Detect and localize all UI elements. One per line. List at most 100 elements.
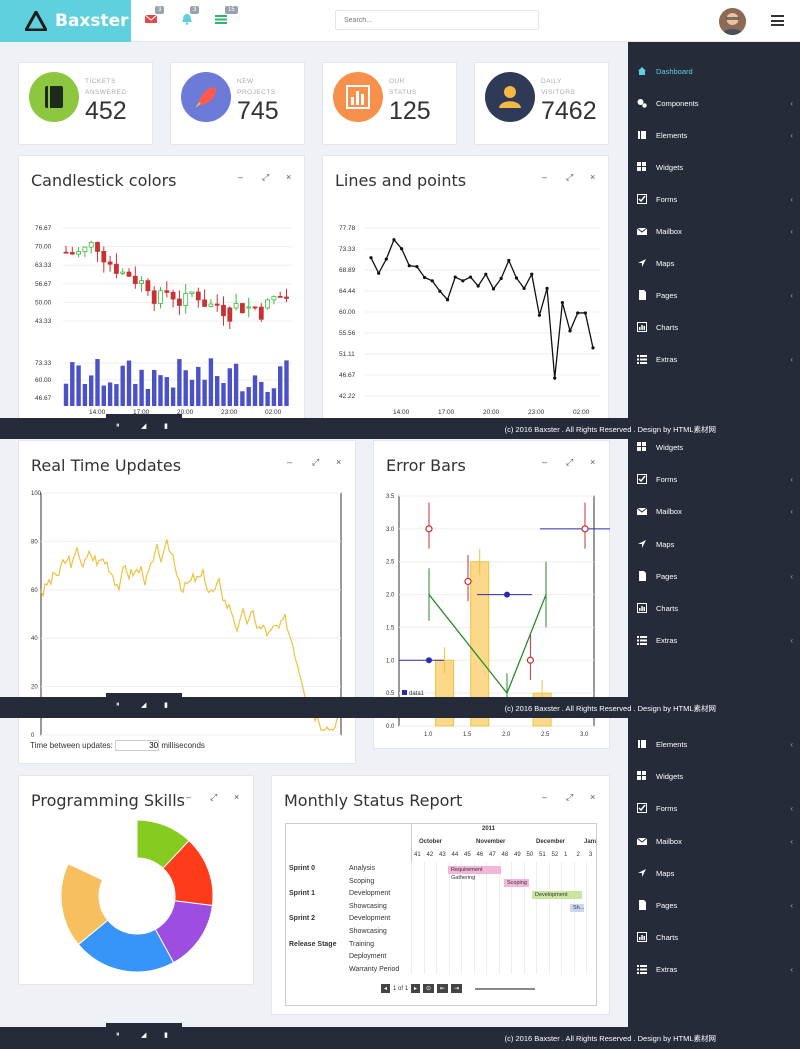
- sidebar-item-pages[interactable]: Pages ‹: [628, 889, 800, 921]
- volume-bar: [284, 360, 289, 406]
- sidebar-item-mailbox[interactable]: Mailbox ‹: [628, 495, 800, 527]
- sidebar-item-pages[interactable]: Pages ‹: [628, 279, 800, 311]
- expand-icon[interactable]: ⤢: [566, 792, 574, 802]
- x-tick-label: 2.5: [541, 732, 550, 738]
- expand-icon[interactable]: ⤢: [566, 172, 574, 182]
- file-icon[interactable]: ▮: [164, 1032, 168, 1039]
- candle-body: [132, 275, 138, 284]
- volume-bar: [158, 375, 163, 406]
- expand-icon[interactable]: ⤢: [312, 457, 320, 467]
- sidebar-item-charts[interactable]: Charts: [628, 921, 800, 953]
- sidebar-item-extras[interactable]: Extras ‹: [628, 953, 800, 985]
- sidebar-item-charts[interactable]: Charts: [628, 592, 800, 624]
- sidebar-item-forms[interactable]: Forms ‹: [628, 183, 800, 215]
- pager-button[interactable]: ⇤: [437, 984, 449, 993]
- signal-icon[interactable]: ◢: [141, 1032, 147, 1039]
- sidebar-item-maps[interactable]: Maps: [628, 528, 800, 560]
- panel-title: Lines and points: [335, 171, 467, 190]
- sidebar-item-extras[interactable]: Extras ‹: [628, 624, 800, 656]
- volume-bar: [246, 387, 251, 406]
- mail-icon[interactable]: [144, 13, 158, 25]
- blue-point: [504, 591, 510, 598]
- chevron-left-icon: ‹: [790, 194, 793, 204]
- close-icon[interactable]: ×: [286, 172, 292, 182]
- volume-bar: [101, 385, 106, 406]
- chevron-left-icon: ‹: [790, 290, 793, 300]
- signal-icon[interactable]: ◢: [141, 702, 147, 709]
- sidebar-item-widgets[interactable]: Widgets: [628, 431, 800, 463]
- minimize-icon[interactable]: –: [186, 792, 192, 802]
- sidebar-item-pages[interactable]: Pages ‹: [628, 560, 800, 592]
- pager-button[interactable]: ⊙: [423, 984, 435, 993]
- tasks-icon[interactable]: [214, 13, 228, 25]
- close-icon[interactable]: ×: [336, 457, 342, 467]
- skills-donut-chart: [60, 819, 214, 973]
- bell-icon[interactable]: [180, 13, 194, 25]
- avatar[interactable]: [719, 8, 746, 35]
- minimize-icon[interactable]: –: [287, 457, 293, 467]
- sidebar: Dashboard Components ‹ Elements ‹ Widgets …: [628, 42, 800, 418]
- sidebar-item-forms[interactable]: Forms ‹: [628, 792, 800, 824]
- close-icon[interactable]: ×: [590, 792, 596, 802]
- expand-icon[interactable]: ⤢: [262, 172, 270, 182]
- gantt-bar[interactable]: Scoping: [504, 878, 529, 887]
- zoom-slider[interactable]: [475, 987, 536, 990]
- minimize-icon[interactable]: –: [542, 792, 548, 802]
- signal-icon[interactable]: ◢: [141, 423, 147, 430]
- y-tick-label: 0.0: [386, 724, 395, 730]
- logo[interactable]: Baxster: [0, 0, 131, 42]
- volume-bar: [70, 362, 75, 406]
- pause-icon[interactable]: ⏸: [116, 1031, 120, 1038]
- menu-icon[interactable]: [771, 15, 784, 26]
- sidebar-item-charts[interactable]: Charts: [628, 311, 800, 343]
- chevron-left-icon: ‹: [790, 836, 793, 846]
- prev-page-button[interactable]: ◂: [381, 984, 391, 993]
- red-point: [581, 525, 589, 533]
- sidebar-item-dashboard[interactable]: Dashboard: [628, 55, 800, 87]
- sidebar-item-elements[interactable]: Elements ‹: [628, 119, 800, 151]
- close-icon[interactable]: ×: [234, 792, 240, 802]
- gantt-bar[interactable]: Requirement Gathering: [448, 866, 501, 881]
- file-icon[interactable]: ▮: [164, 423, 168, 430]
- minimize-icon[interactable]: –: [542, 457, 548, 467]
- gantt-bar[interactable]: Sh...: [570, 903, 584, 912]
- sidebar-item-maps[interactable]: Maps: [628, 857, 800, 889]
- pager-button[interactable]: ▸: [411, 984, 421, 993]
- pause-icon[interactable]: ⏸: [116, 422, 120, 429]
- sidebar-item-forms[interactable]: Forms ‹: [628, 463, 800, 495]
- sidebar-item-elements[interactable]: Elements ‹: [628, 728, 800, 760]
- data-point: [430, 279, 434, 283]
- realtime-chart: 100 80 60 40 20 0: [31, 491, 342, 739]
- search-input[interactable]: [335, 10, 539, 30]
- sidebar-item-mailbox[interactable]: Mailbox ‹: [628, 215, 800, 247]
- data-point: [415, 265, 419, 269]
- close-icon[interactable]: ×: [590, 172, 596, 182]
- sidebar-label: Extras: [656, 354, 678, 364]
- sidebar-item-extras[interactable]: Extras ‹: [628, 343, 800, 375]
- minimize-icon[interactable]: –: [238, 172, 244, 182]
- pager-button[interactable]: ⇥: [451, 984, 463, 993]
- red-point: [526, 656, 534, 664]
- stat-label: NEW: [237, 78, 254, 85]
- sidebar-item-mailbox[interactable]: Mailbox ‹: [628, 825, 800, 857]
- red-point: [464, 577, 472, 586]
- page-indicator: 1 of 1: [393, 985, 409, 992]
- footer-text: (c) 2016 Baxster . All Rights Reserved .…: [504, 704, 716, 713]
- sidebar-item-components[interactable]: Components ‹: [628, 87, 800, 119]
- expand-icon[interactable]: ⤢: [210, 792, 218, 802]
- minimize-icon[interactable]: –: [542, 172, 548, 182]
- interval-input[interactable]: [115, 740, 160, 751]
- pause-icon[interactable]: ⏸: [116, 701, 120, 708]
- task-label: Training: [349, 940, 375, 948]
- file-icon[interactable]: ▮: [164, 702, 168, 709]
- stat-card-tickets: TICKETS ANSWERED 452: [18, 62, 153, 145]
- gantt-bar[interactable]: Development: [532, 891, 582, 900]
- stat-card-status: OUR STATUS 125: [322, 62, 457, 145]
- x-tick-label: 23:00: [528, 409, 545, 416]
- location-arrow-icon: [638, 540, 646, 548]
- close-icon[interactable]: ×: [590, 457, 596, 467]
- expand-icon[interactable]: ⤢: [566, 457, 574, 467]
- sidebar-item-maps[interactable]: Maps: [628, 247, 800, 279]
- sidebar-item-widgets[interactable]: Widgets: [628, 151, 800, 183]
- sidebar-item-widgets[interactable]: Widgets: [628, 760, 800, 792]
